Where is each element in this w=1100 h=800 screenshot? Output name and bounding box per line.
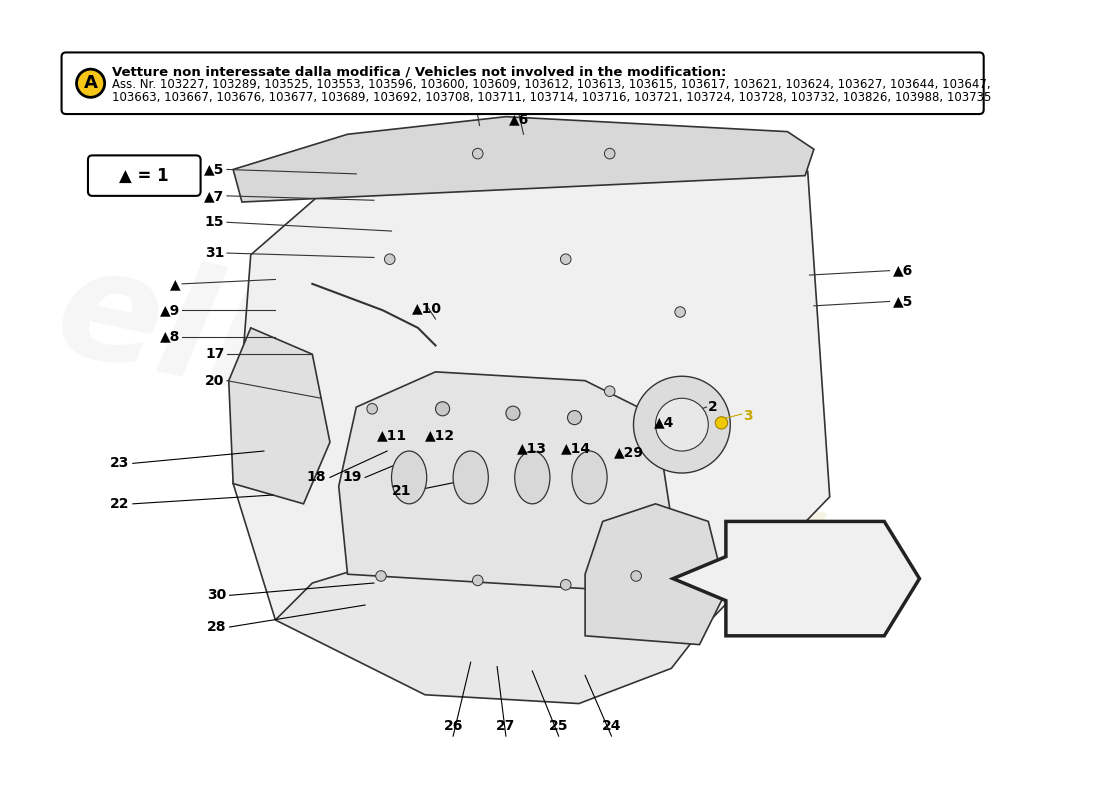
Text: 19: 19 (342, 470, 362, 485)
FancyBboxPatch shape (62, 53, 983, 114)
Ellipse shape (392, 451, 427, 504)
Text: ▲5: ▲5 (893, 294, 913, 309)
Text: 20: 20 (205, 374, 224, 388)
Circle shape (367, 403, 377, 414)
Text: 23: 23 (110, 456, 130, 470)
Text: ▲9: ▲9 (161, 303, 180, 318)
Text: ▲: ▲ (169, 277, 180, 291)
FancyBboxPatch shape (88, 155, 200, 196)
Circle shape (605, 148, 615, 159)
Text: Vetture non interessate dalla modifica / Vehicles not involved in the modificati: Vetture non interessate dalla modifica /… (112, 66, 726, 78)
Circle shape (77, 69, 104, 98)
Circle shape (605, 386, 615, 397)
Text: Ass. Nr. 103227, 103289, 103525, 103553, 103596, 103600, 103609, 103612, 103613,: Ass. Nr. 103227, 103289, 103525, 103553,… (112, 78, 990, 91)
Text: ▲6: ▲6 (509, 112, 529, 126)
Text: 30: 30 (207, 588, 227, 602)
Circle shape (656, 398, 708, 451)
Text: 17: 17 (205, 347, 224, 362)
Circle shape (506, 406, 520, 420)
Text: ▲7: ▲7 (205, 189, 224, 203)
Circle shape (631, 570, 641, 582)
Text: 22: 22 (110, 497, 130, 511)
Text: 15: 15 (205, 215, 224, 230)
Text: 2: 2 (708, 400, 718, 414)
Text: ▲12: ▲12 (425, 428, 455, 442)
Text: 103663, 103667, 103676, 103677, 103689, 103692, 103708, 103711, 103714, 103716, : 103663, 103667, 103676, 103677, 103689, … (112, 91, 991, 104)
Ellipse shape (515, 451, 550, 504)
Circle shape (473, 575, 483, 586)
Text: 27: 27 (496, 718, 516, 733)
Polygon shape (585, 504, 726, 645)
Text: ▲29: ▲29 (614, 446, 645, 460)
Polygon shape (673, 522, 920, 636)
Circle shape (715, 417, 727, 429)
Text: 25: 25 (549, 718, 569, 733)
Circle shape (634, 376, 730, 473)
Polygon shape (229, 328, 330, 504)
Text: ▲13: ▲13 (517, 442, 548, 455)
Text: ▲5: ▲5 (204, 162, 224, 177)
Polygon shape (233, 132, 829, 629)
Polygon shape (339, 372, 673, 592)
Circle shape (473, 148, 483, 159)
Circle shape (561, 254, 571, 265)
Text: 1: 1 (470, 99, 480, 113)
Circle shape (561, 579, 571, 590)
Text: ▲11: ▲11 (376, 428, 407, 442)
Text: ▲6: ▲6 (893, 264, 913, 278)
Circle shape (436, 402, 450, 416)
Text: A: A (84, 74, 98, 92)
Text: 28: 28 (207, 620, 227, 634)
Text: 21: 21 (392, 484, 411, 498)
Text: 18: 18 (307, 470, 327, 485)
Text: 24: 24 (602, 718, 621, 733)
Text: elliparts: elliparts (43, 235, 771, 530)
Text: 3: 3 (744, 409, 754, 423)
Polygon shape (233, 117, 814, 202)
Text: ▲4: ▲4 (654, 415, 674, 429)
Text: 31: 31 (205, 246, 224, 260)
Circle shape (568, 410, 582, 425)
Ellipse shape (572, 451, 607, 504)
Ellipse shape (453, 451, 488, 504)
Text: ▲ = 1: ▲ = 1 (120, 166, 169, 185)
Text: ▲8: ▲8 (160, 330, 180, 344)
Text: ▲10: ▲10 (411, 302, 442, 315)
Circle shape (376, 570, 386, 582)
Circle shape (675, 306, 685, 318)
Polygon shape (275, 545, 702, 703)
Text: ▲14: ▲14 (561, 442, 592, 455)
Text: 26: 26 (443, 718, 463, 733)
Text: a passion
since 1985: a passion since 1985 (389, 343, 848, 580)
Circle shape (385, 254, 395, 265)
